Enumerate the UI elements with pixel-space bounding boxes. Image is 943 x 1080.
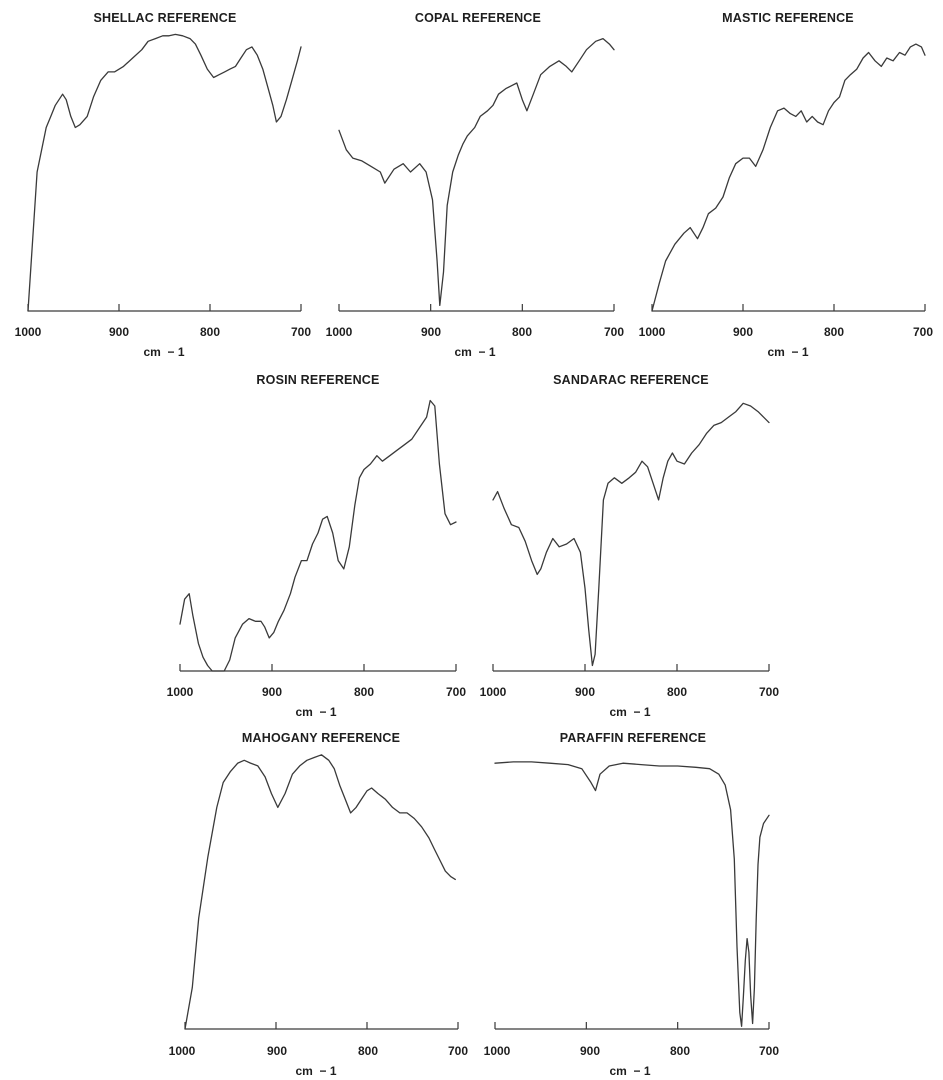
x-tick-label: 800 [200, 325, 220, 339]
x-tick-label: 800 [512, 325, 532, 339]
spectrum-line-mahogany [184, 754, 456, 1030]
x-tick-label: 1000 [639, 325, 666, 339]
spectrum-line-mastic [651, 43, 926, 312]
x-tick-label: 700 [604, 325, 624, 339]
x-tick-label: 800 [670, 1044, 690, 1058]
panel-shellac: SHELLAC REFERENCE 1000 900 800 700 cm − … [15, 11, 312, 359]
x-axis-label: cm − 1 [295, 1064, 336, 1078]
panel-rosin: ROSIN REFERENCE 1000 900 800 700 cm − 1 [167, 373, 467, 719]
chart-title: MAHOGANY REFERENCE [242, 731, 400, 745]
panel-mastic: MASTIC REFERENCE 1000 900 800 700 cm − 1 [639, 11, 934, 359]
x-tick-label: 700 [759, 685, 779, 699]
spectrum-line-shellac [27, 33, 302, 312]
chart-title: COPAL REFERENCE [415, 11, 541, 25]
x-tick-label: 900 [580, 1044, 600, 1058]
x-tick-label: 800 [358, 1044, 378, 1058]
x-tick-label: 700 [759, 1044, 779, 1058]
x-tick-label: 700 [448, 1044, 468, 1058]
x-axis-label: cm − 1 [609, 705, 650, 719]
spectrum-line-sandarac [492, 402, 770, 667]
chart-title: SHELLAC REFERENCE [94, 11, 237, 25]
panel-paraffin: PARAFFIN REFERENCE 1000 900 800 700 cm −… [484, 731, 780, 1078]
x-tick-label: 900 [575, 685, 595, 699]
x-tick-label: 800 [354, 685, 374, 699]
x-axis-label: cm − 1 [609, 1064, 650, 1078]
x-tick-label: 1000 [326, 325, 353, 339]
spectrum-line-copal [338, 37, 615, 307]
x-tick-label: 900 [262, 685, 282, 699]
x-axis-label: cm − 1 [295, 705, 336, 719]
x-tick-label: 800 [667, 685, 687, 699]
x-axis-label: cm − 1 [454, 345, 495, 359]
spectrum-line-rosin [179, 399, 457, 672]
x-tick-label: 1000 [484, 1044, 511, 1058]
x-tick-label: 1000 [480, 685, 507, 699]
chart-title: SANDARAC REFERENCE [553, 373, 709, 387]
x-tick-label: 900 [267, 1044, 287, 1058]
x-tick-label: 900 [109, 325, 129, 339]
panel-sandarac: SANDARAC REFERENCE 1000 900 800 700 cm −… [480, 373, 780, 719]
chart-title: PARAFFIN REFERENCE [560, 731, 706, 745]
panel-mahogany: MAHOGANY REFERENCE 1000 900 800 700 cm −… [169, 731, 469, 1078]
x-tick-label: 800 [824, 325, 844, 339]
panel-copal: COPAL REFERENCE 1000 900 800 700 cm − 1 [326, 11, 625, 359]
x-axis-label: cm − 1 [143, 345, 184, 359]
x-tick-label: 700 [446, 685, 466, 699]
x-axis-label: cm − 1 [767, 345, 808, 359]
x-tick-label: 700 [913, 325, 933, 339]
x-tick-label: 700 [291, 325, 311, 339]
x-tick-label: 900 [733, 325, 753, 339]
spectrum-line-paraffin [494, 761, 770, 1027]
x-tick-label: 1000 [167, 685, 194, 699]
chart-title: ROSIN REFERENCE [256, 373, 379, 387]
x-tick-label: 1000 [169, 1044, 196, 1058]
x-tick-label: 1000 [15, 325, 42, 339]
chart-title: MASTIC REFERENCE [722, 11, 854, 25]
x-tick-label: 900 [421, 325, 441, 339]
